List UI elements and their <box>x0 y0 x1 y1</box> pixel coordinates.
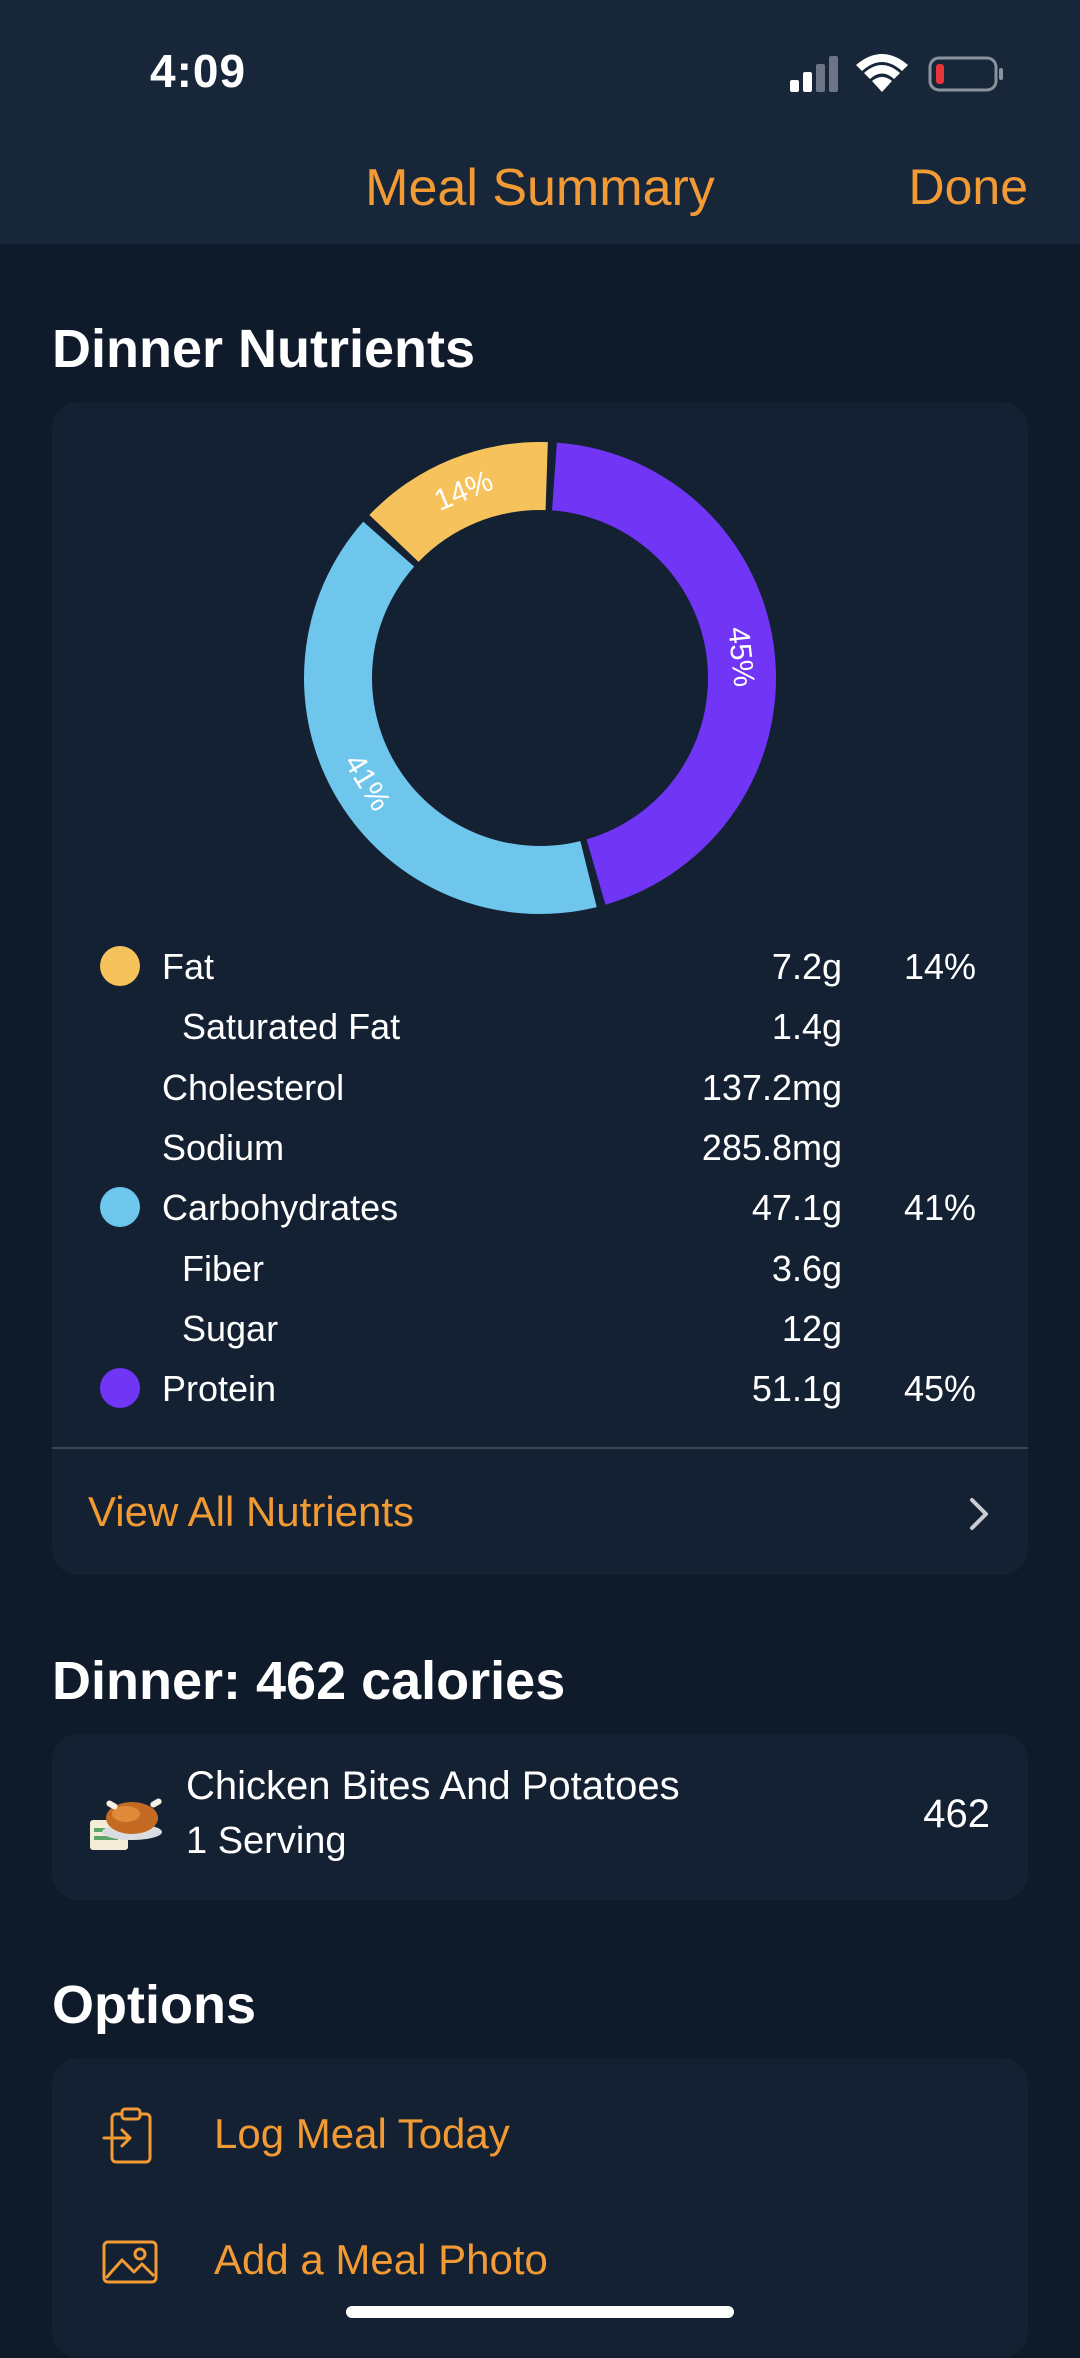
nutrient-percent: 14% <box>903 946 976 987</box>
nutrient-row-protein: Protein 51.1g 45% <box>52 1358 1028 1418</box>
macro-donut-chart: 45%41%14% <box>304 442 776 914</box>
clipboard-log-icon <box>102 2107 152 2164</box>
nutrient-row-sugar: Sugar 12g <box>52 1298 1028 1358</box>
add-meal-photo-button[interactable]: Add a Meal Photo <box>52 2208 1028 2308</box>
view-all-nutrients-label: View All Nutrients <box>88 1488 415 1535</box>
options-section-title: Options <box>52 1975 256 2035</box>
home-indicator <box>346 2306 734 2318</box>
view-all-nutrients-button[interactable]: View All Nutrients <box>52 1450 1028 1575</box>
add-meal-photo-label: Add a Meal Photo <box>214 2236 548 2283</box>
nutrient-label: Protein <box>162 1368 277 1410</box>
nutrient-row-cholesterol: Cholesterol 137.2mg <box>52 1057 1028 1117</box>
donut-slice-protein <box>552 442 776 905</box>
nutrient-amount: 47.1g <box>751 1187 842 1229</box>
nutrient-percent: 41% <box>903 1187 976 1229</box>
status-bar: 4:09 <box>0 0 1080 140</box>
nutrient-label: Sugar <box>182 1307 279 1349</box>
wifi-icon <box>856 54 908 92</box>
done-button[interactable]: Done <box>908 159 1028 215</box>
nutrient-amount: 1.4g <box>771 1006 842 1048</box>
nutrients-section-title: Dinner Nutrients <box>52 319 476 379</box>
donut-slice-carbohydrates <box>304 521 597 914</box>
dinner-section-title: Dinner: 462 calories <box>52 1651 566 1711</box>
food-serving: 1 Serving <box>186 1820 347 1862</box>
status-time: 4:09 <box>150 45 247 97</box>
nutrient-row-saturated-fat: Saturated Fat 1.4g <box>52 996 1028 1056</box>
food-item-row[interactable]: Chicken Bites And Potatoes 1 Serving 462 <box>52 1734 1028 1900</box>
nutrient-color-dot <box>100 1368 140 1409</box>
nutrient-row-carbohydrates: Carbohydrates 47.1g 41% <box>52 1177 1028 1237</box>
donut-label-protein: 45% <box>721 625 760 688</box>
status-icons <box>790 54 1003 92</box>
chevron-right-icon <box>970 1498 988 1530</box>
nav-bar: Meal Summary Done <box>0 140 1080 244</box>
nutrient-amount: 12g <box>781 1307 842 1349</box>
food-name: Chicken Bites And Potatoes <box>186 1764 680 1808</box>
log-meal-today-button[interactable]: Log Meal Today <box>52 2082 1028 2182</box>
food-calories: 462 <box>923 1792 990 1836</box>
photo-icon <box>102 2240 158 2284</box>
roast-chicken-icon <box>90 1798 162 1850</box>
donut-slice-fat <box>369 442 548 562</box>
nutrient-amount: 137.2mg <box>701 1066 842 1108</box>
nutrient-label: Sodium <box>162 1126 285 1168</box>
nutrients-divider <box>52 1447 1028 1449</box>
cellular-signal-icon <box>790 56 838 92</box>
nutrient-row-fiber: Fiber 3.6g <box>52 1238 1028 1298</box>
nutrient-label: Carbohydrates <box>162 1187 399 1229</box>
nutrient-row-sodium: Sodium 285.8mg <box>52 1117 1028 1177</box>
nutrient-color-dot <box>100 946 140 986</box>
page-title: Meal Summary <box>365 159 715 217</box>
nutrient-label: Fat <box>162 946 215 987</box>
nutrient-label: Cholesterol <box>162 1066 345 1108</box>
nutrient-amount: 51.1g <box>751 1368 842 1410</box>
nutrient-amount: 7.2g <box>771 946 842 987</box>
nutrient-percent: 45% <box>903 1368 976 1410</box>
log-meal-today-label: Log Meal Today <box>214 2110 510 2157</box>
nutrient-amount: 3.6g <box>771 1247 842 1289</box>
nutrients-card <box>52 402 1028 1575</box>
nutrient-color-dot <box>100 1187 140 1228</box>
nutrient-amount: 285.8mg <box>701 1126 842 1168</box>
battery-icon <box>928 56 1003 92</box>
nutrient-row-fat: Fat 7.2g 14% <box>52 936 1028 996</box>
nutrient-label: Saturated Fat <box>182 1006 401 1048</box>
nutrient-label: Fiber <box>182 1247 265 1289</box>
